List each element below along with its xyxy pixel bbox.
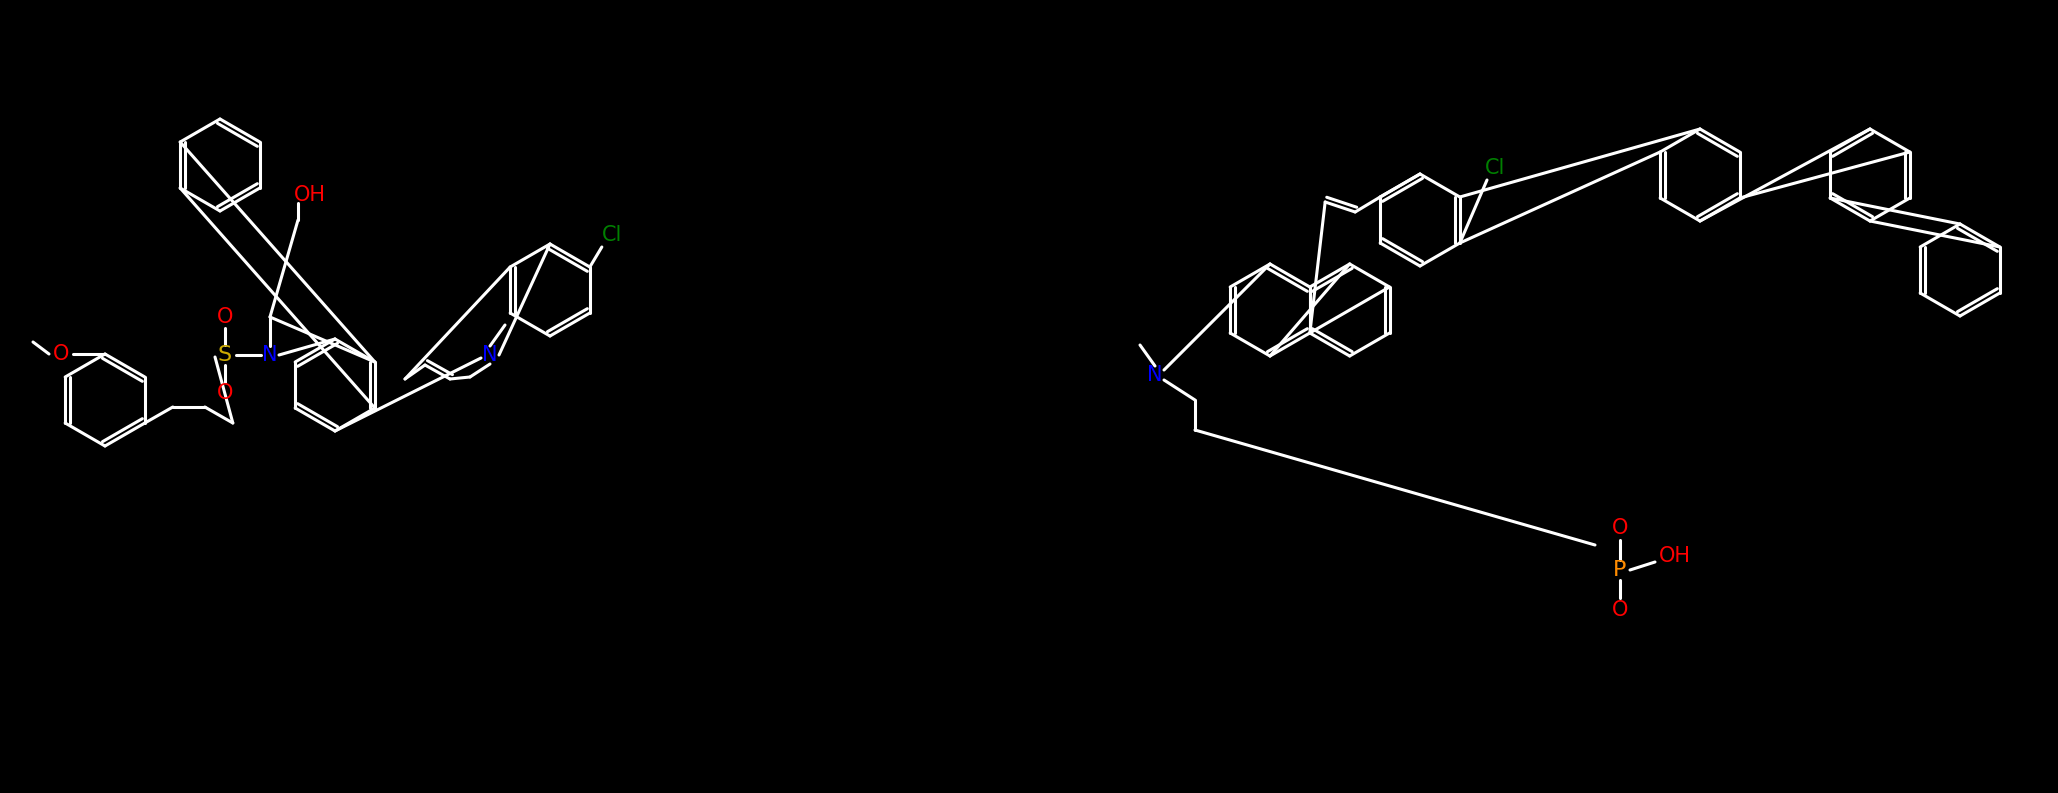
Text: O: O xyxy=(216,307,233,327)
Text: O: O xyxy=(1611,600,1628,620)
Text: S: S xyxy=(218,345,233,365)
Text: O: O xyxy=(216,383,233,403)
Text: N: N xyxy=(482,345,498,365)
Text: OH: OH xyxy=(294,185,325,205)
Text: O: O xyxy=(54,344,70,364)
Text: Cl: Cl xyxy=(601,225,622,245)
Text: P: P xyxy=(1613,560,1626,580)
Text: OH: OH xyxy=(1659,546,1692,566)
Text: N: N xyxy=(261,345,278,365)
Text: O: O xyxy=(1611,518,1628,538)
Text: N: N xyxy=(1146,365,1163,385)
Text: Cl: Cl xyxy=(1484,158,1504,178)
